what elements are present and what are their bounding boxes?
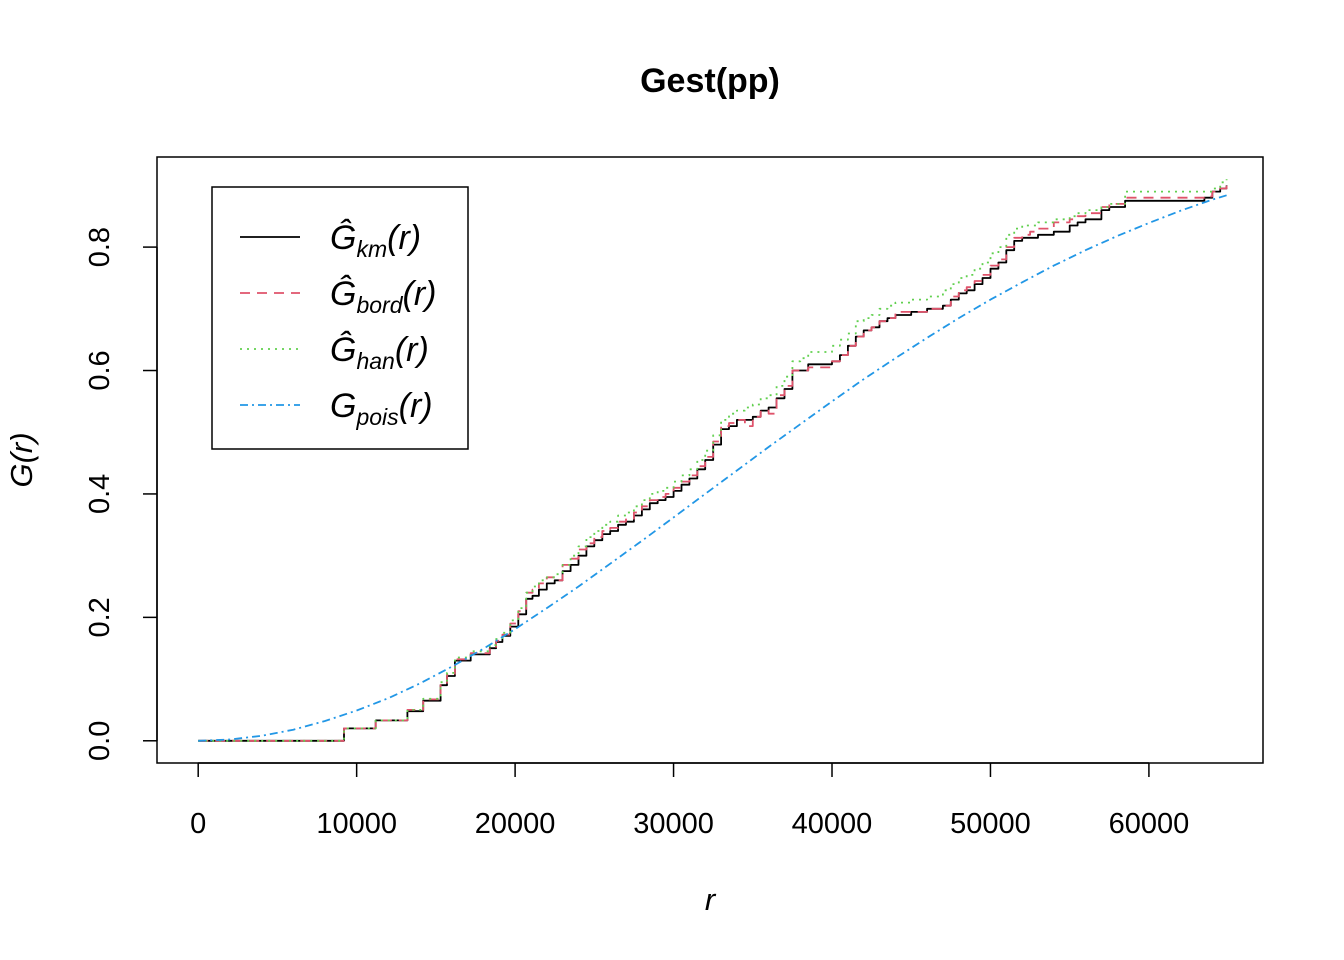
chart-title: Gest(pp) (640, 62, 780, 100)
y-tick-label: 0.2 (84, 597, 116, 637)
x-axis: 0 10000 20000 30000 40000 50000 60000 (190, 762, 1190, 840)
legend-label-bord: Ĝbord(r) (330, 275, 436, 318)
y-axis: 0.0 0.2 0.4 0.6 0.8 (84, 227, 158, 761)
x-tick-label: 20000 (475, 808, 556, 840)
series-line-pois (198, 194, 1227, 742)
y-tick-label: 0.0 (84, 721, 116, 761)
y-tick-label: 0.8 (84, 227, 116, 267)
series-line-bord (198, 182, 1228, 742)
x-tick-label: 40000 (792, 808, 873, 840)
legend-box (211, 186, 469, 450)
x-axis-label: r (705, 882, 717, 917)
series-line-han (198, 179, 1228, 742)
y-axis-label: G(r) (4, 432, 39, 487)
x-tick-label: 30000 (633, 808, 714, 840)
x-tick-label: 10000 (316, 808, 397, 840)
x-tick-label: 50000 (950, 808, 1031, 840)
legend-label-pois: Gpois(r) (330, 387, 433, 430)
legend-label-han: Ĝhan(r) (330, 331, 429, 374)
plot-lines (198, 179, 1228, 742)
x-tick-label: 0 (190, 808, 206, 840)
x-tick-label: 60000 (1109, 808, 1190, 840)
legend-label-km: Ĝkm(r) (330, 219, 421, 262)
y-tick-label: 0.4 (84, 474, 116, 514)
legend: Ĝkm(r) Ĝbord(r) Ĝhan(r) Gpois(r) (211, 186, 469, 450)
y-tick-label: 0.6 (84, 350, 116, 390)
